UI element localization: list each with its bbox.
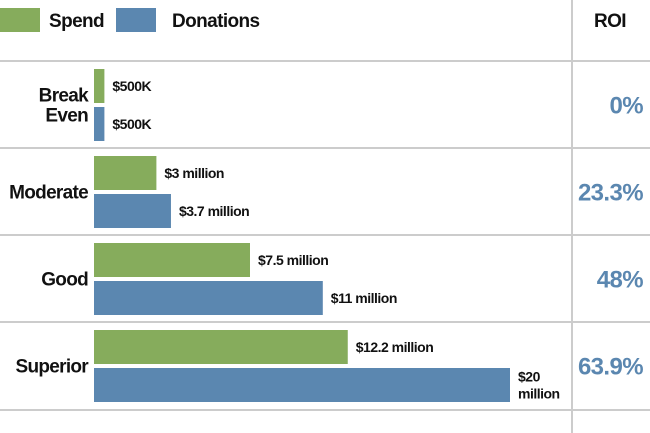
roi-header: ROI bbox=[594, 11, 626, 32]
bar-spend bbox=[94, 69, 105, 103]
data-label: $3.7 million bbox=[179, 203, 249, 219]
data-label: $500K bbox=[112, 78, 151, 94]
bar-donations bbox=[94, 107, 105, 141]
roi-value: 63.9% bbox=[578, 354, 643, 381]
legend-swatch-donations bbox=[116, 8, 156, 32]
bar-spend bbox=[94, 156, 157, 190]
category-label: Even bbox=[45, 106, 88, 127]
category-label: Superior bbox=[15, 357, 89, 378]
data-label: $20 bbox=[518, 369, 541, 385]
category-label: Break bbox=[39, 86, 89, 107]
bar-spend bbox=[94, 330, 348, 364]
legend-label-spend: Spend bbox=[49, 11, 104, 32]
category-label: Good bbox=[41, 270, 88, 291]
legend-label-donations: Donations bbox=[172, 11, 260, 32]
legend-swatch-spend bbox=[0, 8, 40, 32]
roi-value: 48% bbox=[597, 267, 643, 294]
legend: Spend Donations bbox=[0, 8, 260, 32]
data-label: $3 million bbox=[164, 165, 224, 181]
bar-donations bbox=[94, 281, 323, 315]
bar-donations bbox=[94, 194, 171, 228]
category-label: Moderate bbox=[9, 183, 88, 204]
data-label: million bbox=[518, 386, 560, 402]
data-label: $7.5 million bbox=[258, 252, 328, 268]
roi-value: 23.3% bbox=[578, 180, 643, 207]
data-label: $11 million bbox=[331, 290, 397, 306]
data-label: $12.2 million bbox=[356, 339, 434, 355]
data-label: $500K bbox=[112, 116, 151, 132]
roi-value: 0% bbox=[610, 93, 644, 120]
bar-spend bbox=[94, 243, 250, 277]
bar-donations bbox=[94, 368, 510, 402]
